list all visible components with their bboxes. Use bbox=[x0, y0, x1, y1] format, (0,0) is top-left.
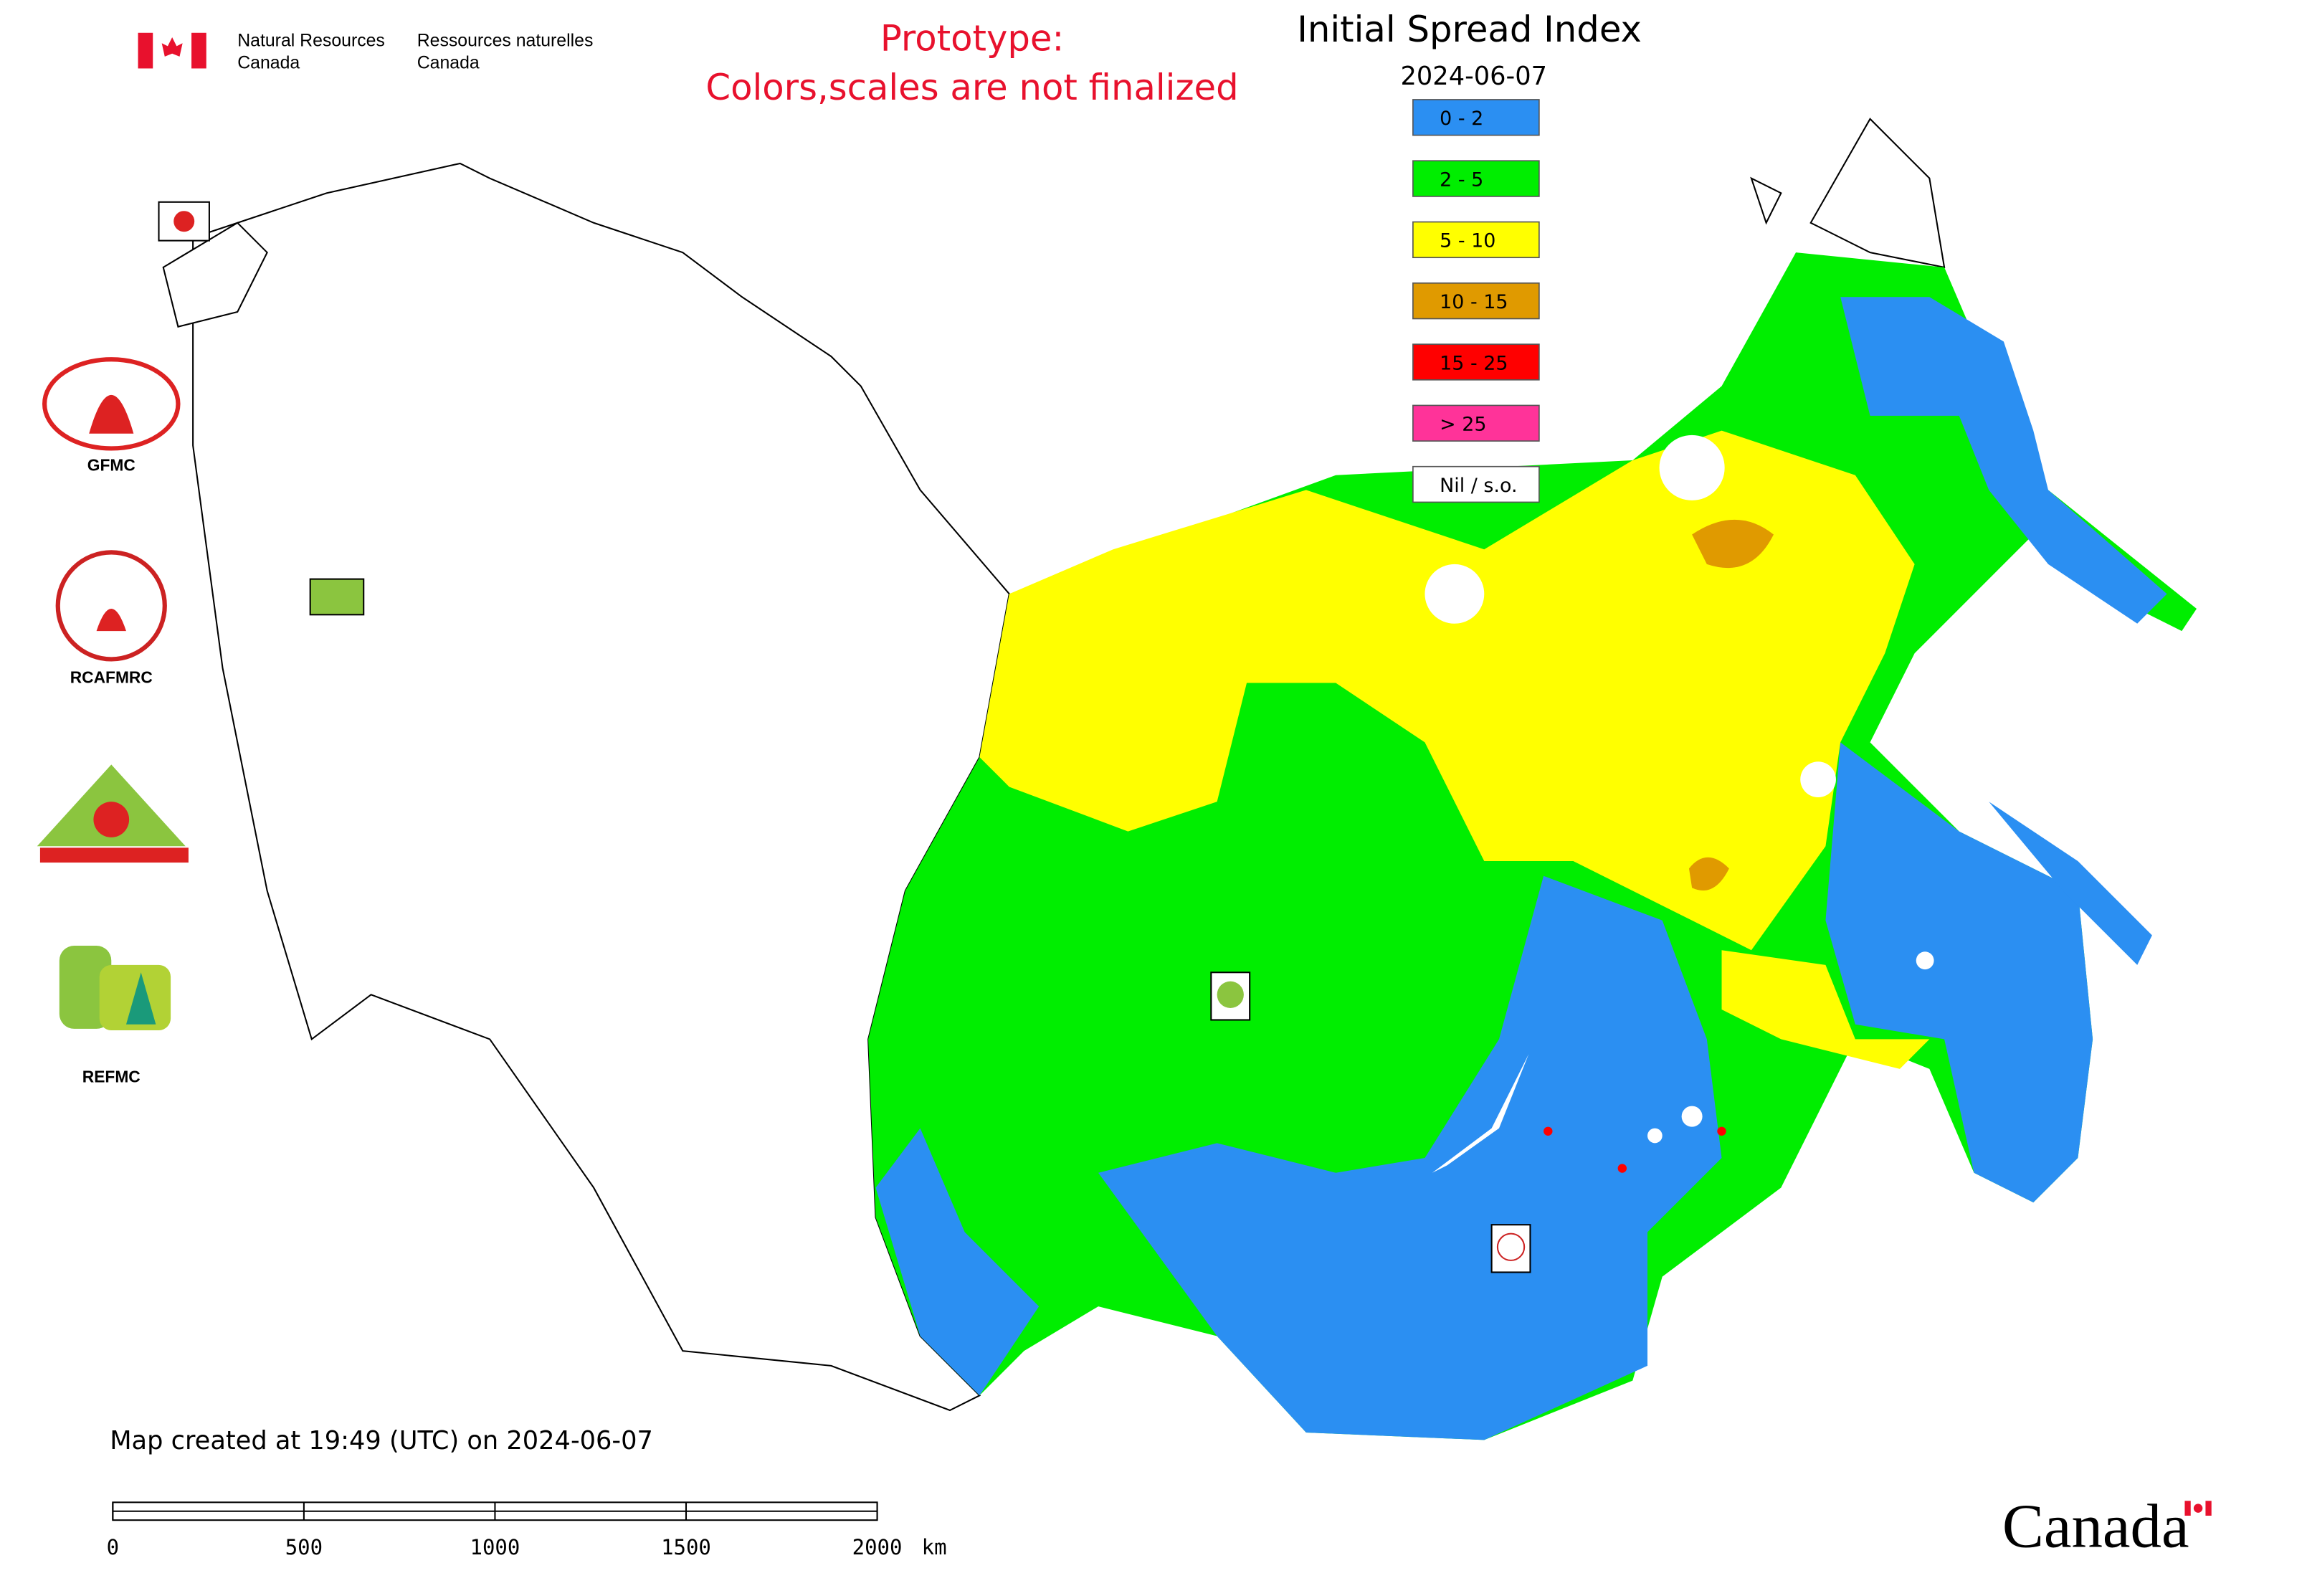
hotspot bbox=[1544, 1126, 1553, 1136]
index-region bbox=[1825, 742, 2093, 1203]
logo bbox=[158, 201, 1531, 1273]
logo-label: REFMC bbox=[82, 1067, 141, 1086]
index-region bbox=[1692, 519, 1774, 569]
logo-label: GFMC bbox=[87, 456, 135, 475]
legend-swatch bbox=[1412, 221, 1540, 259]
legend-label: 15 - 25 bbox=[1440, 352, 1508, 374]
basemap bbox=[162, 118, 1946, 1412]
scale-label: 2000 bbox=[852, 1535, 903, 1559]
notice: Prototype: bbox=[880, 18, 1064, 60]
legend-label: 5 - 10 bbox=[1440, 230, 1495, 252]
index-region bbox=[1721, 950, 1930, 1069]
legend-swatch bbox=[1412, 160, 1540, 197]
index-region bbox=[979, 430, 1915, 951]
legend-swatch bbox=[1412, 465, 1540, 503]
department-fr: Ressources naturelles bbox=[417, 31, 594, 50]
legend-swatch bbox=[1412, 282, 1540, 320]
nil-area bbox=[1425, 564, 1485, 624]
department-en: Natural Resources bbox=[237, 31, 385, 50]
scale-label: 500 bbox=[285, 1535, 323, 1559]
spread-index-layer bbox=[868, 252, 2197, 1440]
hotspot bbox=[1617, 1164, 1627, 1173]
nil-area bbox=[1681, 1106, 1703, 1127]
legend-label: Nil / s.o. bbox=[1440, 475, 1517, 497]
legend-label: 0 - 2 bbox=[1440, 108, 1483, 130]
logo bbox=[59, 945, 171, 1030]
index-region bbox=[1098, 875, 1722, 1440]
map-title: Initial Spread Index bbox=[1297, 9, 1642, 50]
logo bbox=[37, 764, 189, 863]
flag bbox=[138, 32, 206, 69]
scale-bar: 0 500 1000 1500 2000 km bbox=[107, 1501, 947, 1559]
legend-label: > 25 bbox=[1440, 414, 1486, 436]
logo-label: RCAFMRC bbox=[70, 668, 153, 687]
wordmark-flag bbox=[2184, 1501, 2212, 1516]
logo bbox=[42, 357, 181, 451]
legend-swatch bbox=[1412, 99, 1540, 136]
created-note: Map created at 19:49 (UTC) on 2024-06-07 bbox=[110, 1426, 653, 1455]
nil-area bbox=[1800, 761, 1836, 797]
index-region bbox=[1989, 802, 2152, 965]
department-fr: Canada bbox=[417, 53, 480, 72]
nil-area bbox=[1916, 951, 1934, 970]
index-region bbox=[875, 1128, 1040, 1396]
nil-area bbox=[1659, 434, 1725, 500]
legend-swatch bbox=[1412, 343, 1540, 381]
logo bbox=[55, 550, 167, 662]
index-region bbox=[1688, 857, 1729, 891]
scale-label: 1000 bbox=[470, 1535, 520, 1559]
notice: Colors,scales are not finalized bbox=[705, 67, 1238, 108]
scale-unit: km bbox=[922, 1535, 947, 1559]
map-date: 2024-06-07 bbox=[1401, 62, 1548, 91]
scale-label: 0 bbox=[107, 1535, 119, 1559]
scale-label: 1500 bbox=[661, 1535, 711, 1559]
nil-area bbox=[1647, 1128, 1663, 1144]
wordmark: Canada bbox=[2002, 1491, 2189, 1560]
hotspot bbox=[1717, 1126, 1726, 1136]
legend-label: 10 - 15 bbox=[1440, 291, 1508, 313]
legend-swatch bbox=[1412, 404, 1540, 442]
index-region bbox=[1840, 297, 2167, 624]
department-en: Canada bbox=[237, 53, 300, 72]
legend-label: 2 - 5 bbox=[1440, 168, 1483, 191]
legend: 0 - 2 2 - 5 5 - 10 10 - 15 15 - 25 > 25 Nil / … bbox=[1412, 99, 1540, 503]
